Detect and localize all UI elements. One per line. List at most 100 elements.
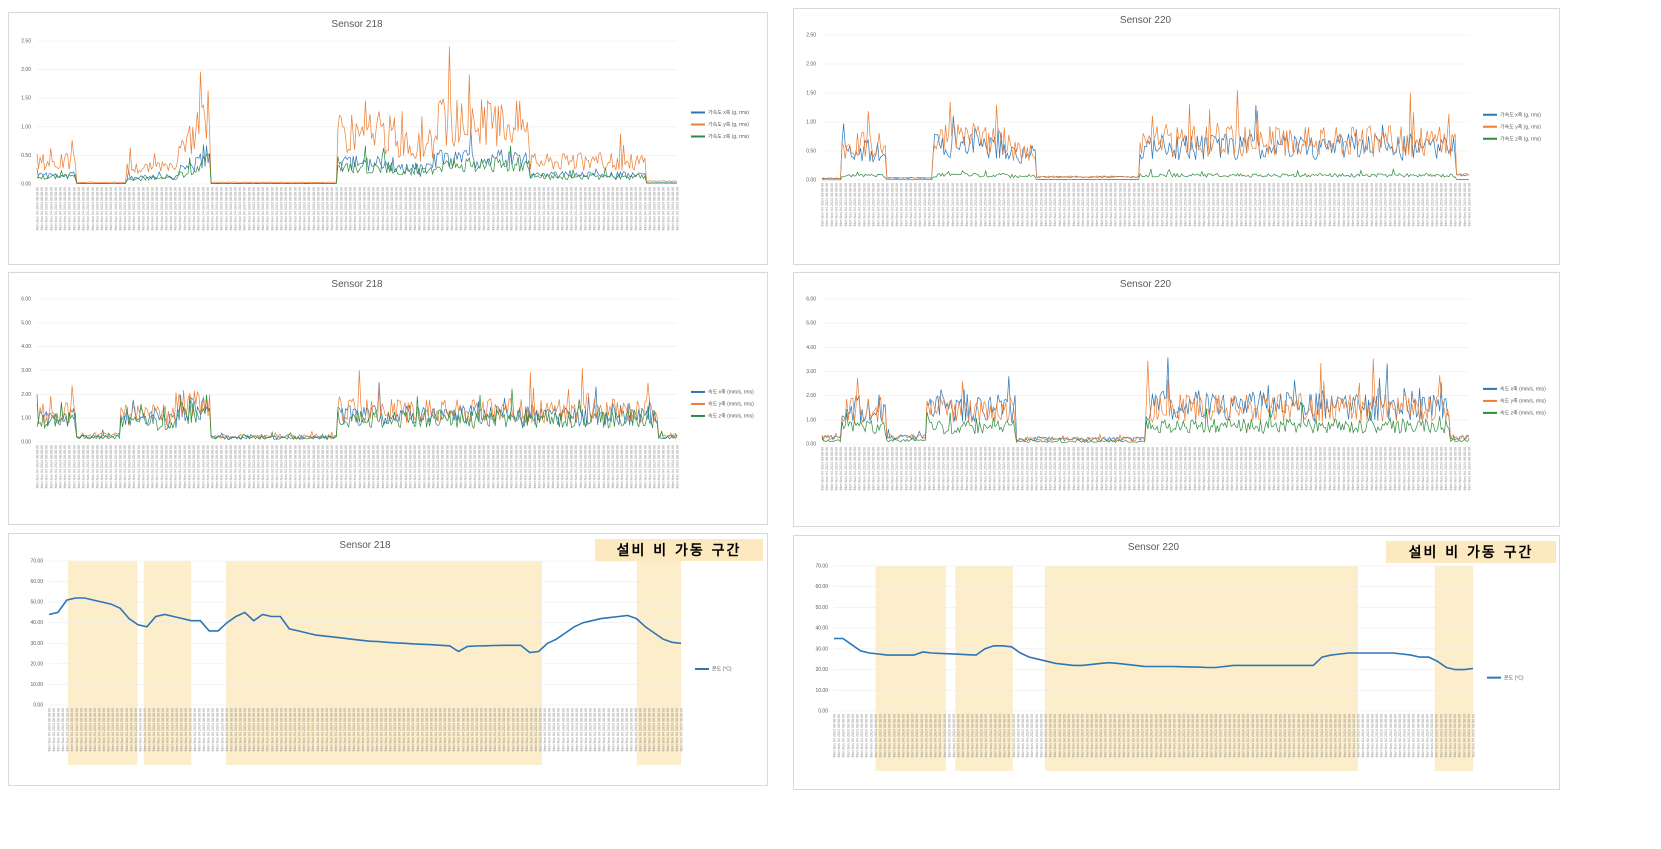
x-tick-label: Mon Nov 04 2024 08:08:00 (389, 708, 393, 751)
x-tick-label: Mon Nov 04 2024 08:08:00 (468, 445, 472, 488)
x-tick-label: Mon Nov 04 2024 08:08:00 (311, 708, 315, 751)
x-tick-label: Mon Nov 04 2024 08:08:00 (1365, 447, 1369, 490)
x-tick-label: Mon Nov 04 2024 08:08:00 (867, 183, 871, 226)
x-tick-label: Mon Nov 04 2024 08:08:00 (652, 445, 656, 488)
x-tick-label: Mon Nov 04 2024 08:08:00 (436, 187, 440, 230)
x-tick-label: Mon Nov 04 2024 08:08:00 (1221, 447, 1225, 490)
x-tick-label: Mon Nov 04 2024 08:08:00 (1095, 447, 1099, 490)
x-tick-label: Mon Nov 04 2024 08:08:00 (1142, 447, 1146, 490)
chart-temp-218: Sensor 218 0.00 10.00 20.00 30.00 40.00 50.00 6… (30, 540, 732, 765)
x-tick-label: Mon Nov 04 2024 08:08:00 (611, 445, 615, 488)
x-tick-label: Mon Nov 04 2024 08:08:00 (352, 708, 356, 751)
x-tick-label: Mon Nov 04 2024 08:08:00 (1021, 183, 1025, 226)
x-tick-label: Mon Nov 04 2024 08:08:00 (648, 445, 652, 488)
x-tick-label: Mon Nov 04 2024 08:08:00 (588, 445, 592, 488)
x-tick-label: Mon Nov 04 2024 08:08:00 (1216, 447, 1220, 490)
legend-label: 가속도 y축 (g, rms) (1500, 123, 1541, 130)
x-tick-label: Mon Nov 04 2024 08:08:00 (445, 445, 449, 488)
x-tick-label: Mon Nov 04 2024 08:08:00 (616, 445, 620, 488)
x-tick-label: Mon Nov 04 2024 08:08:00 (1228, 714, 1232, 757)
x-tick-label: Mon Nov 04 2024 08:08:00 (146, 187, 150, 230)
x-tick-label: Mon Nov 04 2024 08:08:00 (1398, 714, 1402, 757)
x-tick-label: Mon Nov 04 2024 08:08:00 (266, 187, 270, 230)
series-line (822, 167, 1470, 181)
y-tick-label: 0.00 (21, 182, 31, 188)
x-tick-label: Mon Nov 04 2024 08:08:00 (353, 445, 357, 488)
x-tick-label: Mon Nov 04 2024 08:08:00 (961, 714, 965, 757)
x-tick-label: Mon Nov 04 2024 08:08:00 (565, 445, 569, 488)
x-tick-label: Mon Nov 04 2024 08:08:00 (661, 708, 665, 751)
x-tick-label: Mon Nov 04 2024 08:08:00 (1160, 183, 1164, 226)
x-tick-label: Mon Nov 04 2024 08:08:00 (201, 187, 205, 230)
y-tick-label: 1.50 (806, 91, 816, 97)
x-tick-label: Mon Nov 04 2024 08:08:00 (634, 187, 638, 230)
x-tick-label: Mon Nov 04 2024 08:08:00 (1305, 447, 1309, 490)
series-line (821, 402, 1470, 444)
x-tick-label: Mon Nov 04 2024 08:08:00 (1239, 183, 1243, 226)
x-tick-label: Mon Nov 04 2024 08:08:00 (201, 445, 205, 488)
x-tick-label: Mon Nov 04 2024 08:08:00 (519, 187, 523, 230)
x-tick-label: Mon Nov 04 2024 08:08:00 (1315, 714, 1319, 757)
x-tick-label: Mon Nov 04 2024 08:08:00 (1007, 714, 1011, 757)
x-tick-label: Mon Nov 04 2024 08:08:00 (1467, 714, 1471, 757)
chart-temp-220: Sensor 220 0.00 10.00 20.00 30.00 40.00 50.00 6… (815, 542, 1524, 771)
x-tick-label: Mon Nov 04 2024 08:08:00 (40, 445, 44, 488)
x-tick-label: Mon Nov 04 2024 08:08:00 (252, 445, 256, 488)
x-tick-label: Mon Nov 04 2024 08:08:00 (441, 445, 445, 488)
x-tick-label: Mon Nov 04 2024 08:08:00 (989, 714, 993, 757)
x-tick-label: Mon Nov 04 2024 08:08:00 (598, 708, 602, 751)
x-tick-label: Mon Nov 04 2024 08:08:00 (107, 708, 111, 751)
x-tick-label: Mon Nov 04 2024 08:08:00 (82, 445, 86, 488)
x-tick-label: Mon Nov 04 2024 08:08:00 (427, 445, 431, 488)
x-tick-label: Mon Nov 04 2024 08:08:00 (138, 708, 142, 751)
y-tick-label: 6.00 (806, 297, 816, 303)
x-tick-label: Mon Nov 04 2024 08:08:00 (275, 187, 279, 230)
x-tick-label: Mon Nov 04 2024 08:08:00 (366, 708, 370, 751)
x-tick-label: Mon Nov 04 2024 08:08:00 (507, 708, 511, 751)
x-tick-label: Mon Nov 04 2024 08:08:00 (643, 445, 647, 488)
x-tick-label: Mon Nov 04 2024 08:08:00 (625, 187, 629, 230)
x-tick-label: Mon Nov 04 2024 08:08:00 (473, 187, 477, 230)
x-tick-label: Mon Nov 04 2024 08:08:00 (100, 187, 104, 230)
x-tick-label: Mon Nov 04 2024 08:08:00 (525, 708, 529, 751)
x-tick-label: Mon Nov 04 2024 08:08:00 (511, 708, 515, 751)
x-tick-label: Mon Nov 04 2024 08:08:00 (1311, 714, 1315, 757)
legend-label: 가속도 x축 (g, rms) (708, 109, 749, 116)
x-tick-label: Mon Nov 04 2024 08:08:00 (825, 183, 829, 226)
x-tick-label: Mon Nov 04 2024 08:08:00 (339, 445, 343, 488)
x-tick-label: Mon Nov 04 2024 08:08:00 (334, 708, 338, 751)
x-tick-label: Mon Nov 04 2024 08:08:00 (288, 708, 292, 751)
x-tick-label: Mon Nov 04 2024 08:08:00 (160, 445, 164, 488)
x-tick-label: Mon Nov 04 2024 08:08:00 (229, 445, 233, 488)
x-tick-label: Mon Nov 04 2024 08:08:00 (1007, 183, 1011, 226)
x-tick-label: Mon Nov 04 2024 08:08:00 (1426, 183, 1430, 226)
x-tick-label: Mon Nov 04 2024 08:08:00 (876, 447, 880, 490)
x-tick-label: Mon Nov 04 2024 08:08:00 (95, 445, 99, 488)
x-tick-label: Mon Nov 04 2024 08:08:00 (666, 708, 670, 751)
x-tick-label: Mon Nov 04 2024 08:08:00 (66, 708, 70, 751)
x-tick-label: Mon Nov 04 2024 08:08:00 (468, 187, 472, 230)
x-tick-label: Mon Nov 04 2024 08:08:00 (853, 447, 857, 490)
x-tick-label: Mon Nov 04 2024 08:08:00 (969, 183, 973, 226)
x-tick-label: Mon Nov 04 2024 08:08:00 (937, 447, 941, 490)
x-tick-label: Mon Nov 04 2024 08:08:00 (125, 708, 129, 751)
x-tick-label: Mon Nov 04 2024 08:08:00 (1283, 714, 1287, 757)
legend-label: 속도 z축 (mm/s, rms) (708, 413, 754, 420)
x-tick-label: Mon Nov 04 2024 08:08:00 (1242, 714, 1246, 757)
x-tick-label: Mon Nov 04 2024 08:08:00 (900, 447, 904, 490)
chart-title: Sensor 220 (1120, 15, 1172, 26)
x-tick-label: Mon Nov 04 2024 08:08:00 (897, 714, 901, 757)
x-tick-label: Mon Nov 04 2024 08:08:00 (349, 445, 353, 488)
x-tick-label: Mon Nov 04 2024 08:08:00 (1360, 447, 1364, 490)
y-tick-label: 0.00 (33, 703, 43, 709)
x-tick-label: Mon Nov 04 2024 08:08:00 (1272, 447, 1276, 490)
x-tick-label: Mon Nov 04 2024 08:08:00 (484, 708, 488, 751)
x-tick-label: Mon Nov 04 2024 08:08:00 (1388, 183, 1392, 226)
x-tick-label: Mon Nov 04 2024 08:08:00 (965, 183, 969, 226)
x-tick-label: Mon Nov 04 2024 08:08:00 (1012, 714, 1016, 757)
x-tick-label: Mon Nov 04 2024 08:08:00 (457, 708, 461, 751)
x-tick-label: Mon Nov 04 2024 08:08:00 (657, 708, 661, 751)
x-tick-label: Mon Nov 04 2024 08:08:00 (528, 445, 532, 488)
x-tick-label: Mon Nov 04 2024 08:08:00 (344, 187, 348, 230)
x-tick-label: Mon Nov 04 2024 08:08:00 (1237, 714, 1241, 757)
